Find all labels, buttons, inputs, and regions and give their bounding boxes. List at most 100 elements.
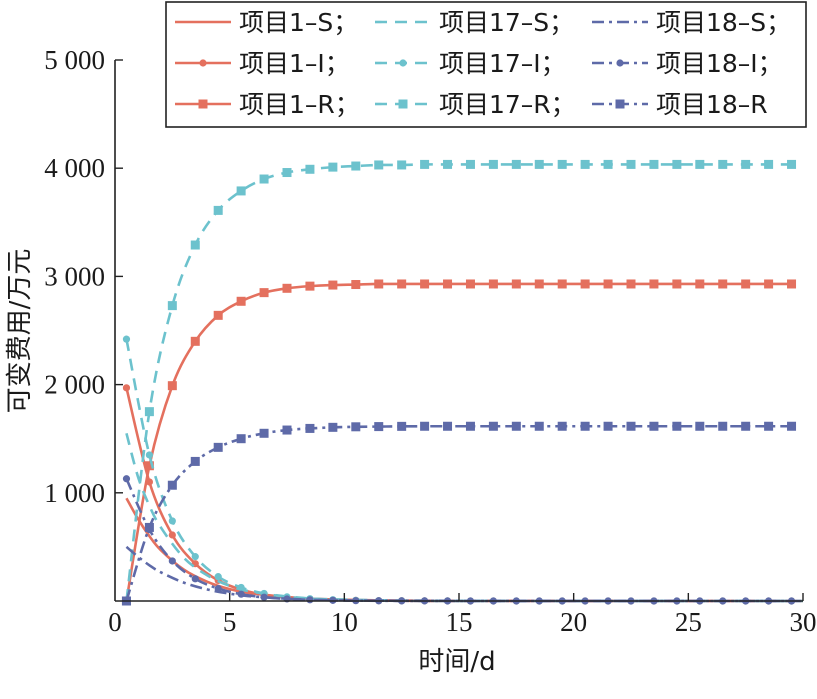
- legend-label: 项目18–R: [656, 90, 768, 119]
- data-point-18-R: [580, 421, 590, 431]
- data-point-18-R: [787, 421, 797, 431]
- data-point-17-R: [213, 205, 223, 215]
- data-point-17-R: [465, 159, 475, 169]
- data-point-18-R: [557, 421, 567, 431]
- data-point-17-R: [374, 160, 384, 170]
- data-point-18-R: [465, 421, 475, 431]
- data-point-18-R: [397, 421, 407, 431]
- data-point-17-R: [305, 164, 315, 174]
- legend-item: 项目18–I；: [592, 49, 783, 78]
- data-point-17-R: [580, 159, 590, 169]
- data-point-18-I: [168, 557, 176, 565]
- legend-item: 项目1–I；: [175, 49, 350, 78]
- data-point-1-R: [167, 381, 177, 391]
- data-point-1-R: [534, 279, 544, 289]
- data-point-17-R: [787, 159, 797, 169]
- x-tick-label: 10: [331, 607, 358, 637]
- series-line-18-S: [125, 545, 804, 603]
- data-point-1-R: [236, 296, 246, 306]
- series-17-I: [122, 335, 796, 605]
- x-tick-label: 5: [223, 607, 237, 637]
- series-1-I: [122, 384, 796, 605]
- x-tick-label: 25: [675, 607, 702, 637]
- series-line-17-S: [125, 432, 804, 603]
- legend-marker: [615, 99, 625, 109]
- data-point-1-R: [213, 310, 223, 320]
- x-tick-label: 20: [560, 607, 587, 637]
- data-point-1-R: [603, 279, 613, 289]
- data-point-1-R: [374, 279, 384, 289]
- data-point-1-R: [420, 279, 430, 289]
- data-point-18-I: [191, 575, 199, 583]
- legend-item: 项目1–S；: [175, 8, 358, 37]
- legend-label: 项目1–S；: [239, 8, 358, 37]
- data-point-18-R: [351, 422, 361, 432]
- legend-label: 项目18–S；: [656, 8, 791, 37]
- legend-marker: [616, 59, 624, 67]
- data-point-18-R: [282, 425, 292, 435]
- data-point-17-I: [191, 553, 199, 561]
- series-1-R: [121, 279, 797, 606]
- data-point-1-R: [626, 279, 636, 289]
- legend-label: 项目1–R；: [239, 90, 360, 119]
- data-point-18-R: [649, 421, 659, 431]
- data-point-17-R: [144, 407, 154, 417]
- data-point-1-R: [695, 279, 705, 289]
- x-tick-label: 30: [790, 607, 817, 637]
- legend-item: 项目17–S；: [375, 8, 574, 37]
- data-point-17-R: [397, 160, 407, 170]
- x-tick-label: 0: [108, 607, 122, 637]
- data-point-17-I: [214, 573, 222, 581]
- legend-marker: [198, 99, 208, 109]
- data-point-18-R: [328, 422, 338, 432]
- data-point-17-R: [649, 159, 659, 169]
- data-point-1-R: [718, 279, 728, 289]
- data-point-1-R: [351, 280, 361, 290]
- series-line-17-I: [125, 338, 792, 603]
- data-point-17-R: [420, 159, 430, 169]
- data-point-1-R: [282, 283, 292, 293]
- series-17-R: [121, 159, 797, 606]
- data-point-18-R: [511, 421, 521, 431]
- data-point-18-R: [305, 423, 315, 433]
- data-point-17-R: [672, 159, 682, 169]
- series-line-17-R: [125, 163, 792, 602]
- x-axis-label: 时间/d: [418, 647, 495, 677]
- data-point-1-R: [580, 279, 590, 289]
- data-point-17-R: [190, 240, 200, 250]
- data-point-17-R: [557, 159, 567, 169]
- series-line-1-I: [125, 387, 792, 603]
- data-point-17-R: [443, 159, 453, 169]
- data-point-17-R: [695, 159, 705, 169]
- data-point-18-R: [626, 421, 636, 431]
- legend-label: 项目17–I；: [439, 49, 566, 78]
- data-point-1-R: [649, 279, 659, 289]
- data-point-17-I: [145, 451, 153, 459]
- data-point-1-R: [305, 281, 315, 291]
- data-point-18-R: [167, 480, 177, 490]
- series-18-R: [121, 421, 797, 606]
- y-tick-label: 3 000: [44, 261, 105, 291]
- series-layer: [121, 159, 804, 606]
- data-point-1-R: [672, 279, 682, 289]
- data-point-17-I: [168, 517, 176, 525]
- data-point-1-R: [190, 336, 200, 346]
- axes: 时间/d 可变费用/万元 0 5 10 15 20 25 30 1 000 2 000 3 000…: [5, 45, 817, 677]
- data-point-17-R: [626, 159, 636, 169]
- data-point-17-R: [511, 159, 521, 169]
- legend-item: 项目18–S；: [592, 8, 791, 37]
- data-point-18-R: [741, 421, 751, 431]
- y-axis-label: 可变费用/万元: [5, 249, 35, 414]
- legend-marker: [398, 99, 408, 109]
- data-point-18-R: [259, 428, 269, 438]
- data-point-18-R: [374, 422, 384, 432]
- data-point-17-I: [122, 335, 131, 343]
- series-18-I: [122, 475, 796, 605]
- data-point-1-I: [122, 384, 131, 392]
- data-point-1-R: [488, 279, 498, 289]
- data-point-18-I: [214, 584, 222, 593]
- data-point-17-R: [741, 159, 751, 169]
- data-point-18-I: [306, 596, 314, 604]
- x-tick-label: 15: [446, 607, 473, 637]
